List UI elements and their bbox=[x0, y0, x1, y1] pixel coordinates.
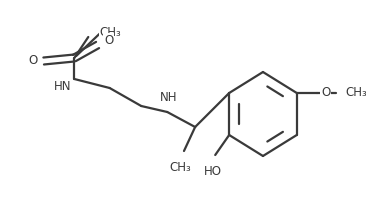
Text: HN: HN bbox=[54, 81, 71, 94]
Text: CH₃: CH₃ bbox=[345, 87, 366, 99]
Text: O: O bbox=[104, 34, 113, 46]
Text: O: O bbox=[28, 55, 37, 67]
Text: O: O bbox=[321, 87, 330, 99]
Text: CH₃: CH₃ bbox=[169, 161, 191, 174]
Text: CH₃: CH₃ bbox=[100, 25, 121, 39]
Text: HO: HO bbox=[204, 165, 223, 178]
Text: NH: NH bbox=[160, 91, 178, 104]
